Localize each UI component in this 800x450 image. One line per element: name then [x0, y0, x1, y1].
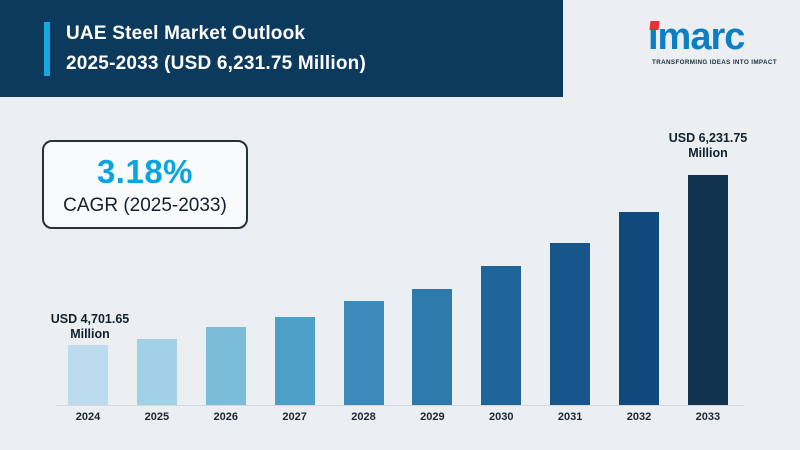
- bar-2026: [205, 327, 246, 405]
- imarc-flag-icon: [649, 21, 660, 30]
- cagr-value: 3.18%: [96, 153, 194, 190]
- x-axis-labels: 2024 2025 2026 2027 2028 2029 2030 2031 2032 2033: [68, 411, 728, 423]
- x-tick-2028: 2028: [351, 411, 376, 423]
- cagr-label: CAGR (2025-2033): [63, 195, 227, 216]
- x-tick-2025: 2025: [144, 411, 170, 423]
- x-tick-2033: 2033: [695, 411, 721, 423]
- bar-2024: [68, 345, 108, 405]
- x-axis-line: [56, 405, 744, 406]
- logo-tagline-row: TRANSFORMING IDEAS INTO IMPACT: [648, 59, 778, 66]
- last-bar-value-line1: USD 6,231.75: [668, 131, 748, 145]
- page-title: UAE Steel Market Outlook 2025-2033 (USD …: [66, 19, 366, 79]
- bar-2032: [619, 212, 659, 405]
- bar-2029: [412, 289, 453, 405]
- x-tick-2027: 2027: [282, 411, 307, 423]
- first-bar-value-label: USD 4,701.65 Million: [34, 312, 146, 342]
- imarc-wordmark-wrap: imarc: [648, 16, 745, 58]
- logo-tagline: TRANSFORMING IDEAS INTO IMPACT: [652, 59, 778, 66]
- bar-2028: [343, 301, 384, 405]
- header: UAE Steel Market Outlook 2025-2033 (USD …: [0, 0, 563, 97]
- x-tick-2024: 2024: [75, 411, 101, 423]
- bar-2030: [481, 266, 522, 405]
- page-title-line2: 2025-2033 (USD 6,231.75 Million): [66, 52, 366, 74]
- x-tick-2026: 2026: [213, 411, 238, 423]
- bar-2033: [687, 175, 728, 405]
- x-tick-2031: 2031: [557, 411, 583, 423]
- bar-2027: [274, 317, 315, 405]
- last-bar-value-label: USD 6,231.75 Million: [652, 131, 764, 161]
- x-tick-2030: 2030: [489, 411, 514, 423]
- first-bar-value-line1: USD 4,701.65: [50, 312, 130, 326]
- cagr-box: 3.18% CAGR (2025-2033): [42, 140, 248, 229]
- first-bar-value-line2: Million: [70, 327, 110, 341]
- imarc-logo: imarc TRANSFORMING IDEAS INTO IMPACT: [648, 16, 778, 66]
- last-bar-value-line2: Million: [688, 146, 728, 160]
- bar-group: [68, 160, 728, 405]
- page-title-line1: UAE Steel Market Outlook: [66, 22, 306, 44]
- x-tick-2032: 2032: [626, 411, 652, 423]
- bar-2025: [136, 339, 177, 405]
- x-tick-2029: 2029: [420, 411, 445, 423]
- imarc-wordmark: imarc: [648, 16, 745, 58]
- header-accent-bar: [44, 21, 50, 76]
- bar-2031: [550, 243, 591, 405]
